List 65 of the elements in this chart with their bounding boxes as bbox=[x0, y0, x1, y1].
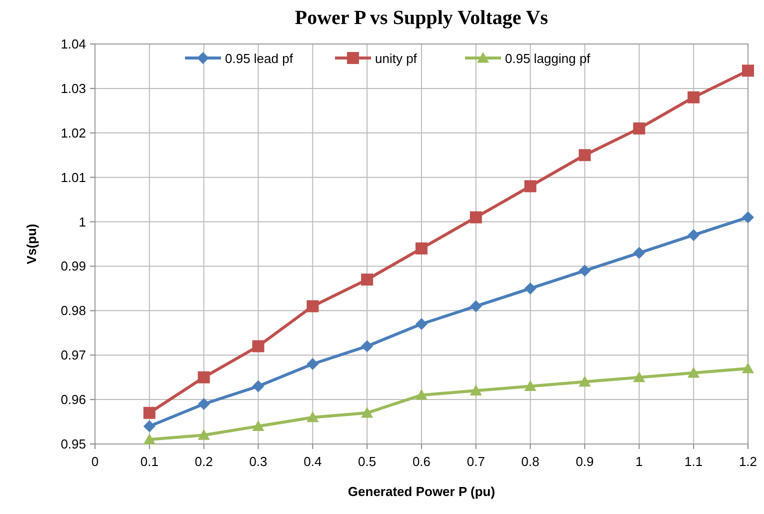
x-tick-label: 0.1 bbox=[140, 454, 158, 469]
x-axis-title: Generated Power P (pu) bbox=[348, 484, 496, 499]
point bbox=[416, 318, 428, 330]
point bbox=[198, 371, 210, 384]
x-tick-label: 0.5 bbox=[358, 454, 376, 469]
x-tick-label: 1.2 bbox=[738, 454, 758, 469]
point bbox=[416, 389, 428, 400]
point bbox=[361, 406, 374, 418]
x-tick-label: 1 bbox=[636, 454, 643, 469]
point bbox=[143, 420, 156, 432]
x-tick-label: 1.1 bbox=[684, 454, 703, 469]
point bbox=[252, 340, 264, 352]
point bbox=[470, 384, 482, 396]
point bbox=[198, 398, 210, 410]
point bbox=[633, 371, 646, 382]
point bbox=[198, 429, 210, 440]
y-tick-label: 1.04 bbox=[60, 36, 86, 52]
x-tick-label: 0.8 bbox=[521, 454, 540, 469]
point bbox=[524, 180, 536, 192]
y-tick-label: 0.96 bbox=[60, 392, 86, 408]
x-tick-label: 0.9 bbox=[576, 454, 594, 469]
x-tick-label: 0.7 bbox=[466, 454, 485, 469]
point bbox=[742, 211, 754, 224]
point bbox=[143, 406, 156, 419]
y-tick-label: 0.98 bbox=[60, 303, 86, 318]
point bbox=[633, 246, 646, 259]
point bbox=[470, 300, 482, 312]
point bbox=[578, 149, 591, 162]
point bbox=[470, 211, 482, 224]
point bbox=[742, 64, 754, 77]
y-axis-title: Vs(pu) bbox=[24, 224, 39, 264]
point bbox=[688, 366, 700, 378]
y-tick-label: 0.95 bbox=[60, 436, 86, 452]
point bbox=[306, 411, 319, 422]
point bbox=[742, 362, 754, 374]
x-tick-label: 0.3 bbox=[249, 454, 268, 469]
legend-label: 0.95 lead pf bbox=[225, 51, 294, 66]
point bbox=[306, 300, 319, 312]
point bbox=[361, 274, 374, 286]
point bbox=[252, 420, 264, 432]
chart-title: Power P vs Supply Voltage Vs bbox=[294, 7, 548, 29]
x-tick-label: 0.4 bbox=[304, 454, 322, 469]
x-tick-label: 0.2 bbox=[194, 454, 213, 469]
point bbox=[524, 380, 536, 392]
y-tick-label: 0.99 bbox=[60, 258, 86, 274]
y-tick-label: 1 bbox=[78, 214, 86, 230]
x-tick-label: 0.6 bbox=[412, 454, 431, 469]
point bbox=[252, 380, 264, 392]
point bbox=[578, 376, 591, 387]
point bbox=[306, 358, 319, 370]
point bbox=[688, 91, 700, 104]
y-tick-label: 0.97 bbox=[60, 348, 86, 363]
y-tick-label: 1.01 bbox=[60, 170, 86, 185]
point bbox=[578, 264, 591, 277]
y-tick-label: 1.03 bbox=[60, 80, 86, 96]
point bbox=[416, 242, 428, 254]
legend-label: unity pf bbox=[375, 51, 418, 66]
point bbox=[143, 434, 156, 444]
y-tick-label: 1.02 bbox=[60, 125, 86, 140]
point bbox=[633, 122, 646, 134]
point bbox=[524, 282, 536, 294]
legend-label: 0.95 lagging pf bbox=[505, 51, 591, 66]
point bbox=[688, 229, 700, 242]
point bbox=[361, 340, 374, 352]
x-tick-label: 0 bbox=[91, 454, 99, 469]
